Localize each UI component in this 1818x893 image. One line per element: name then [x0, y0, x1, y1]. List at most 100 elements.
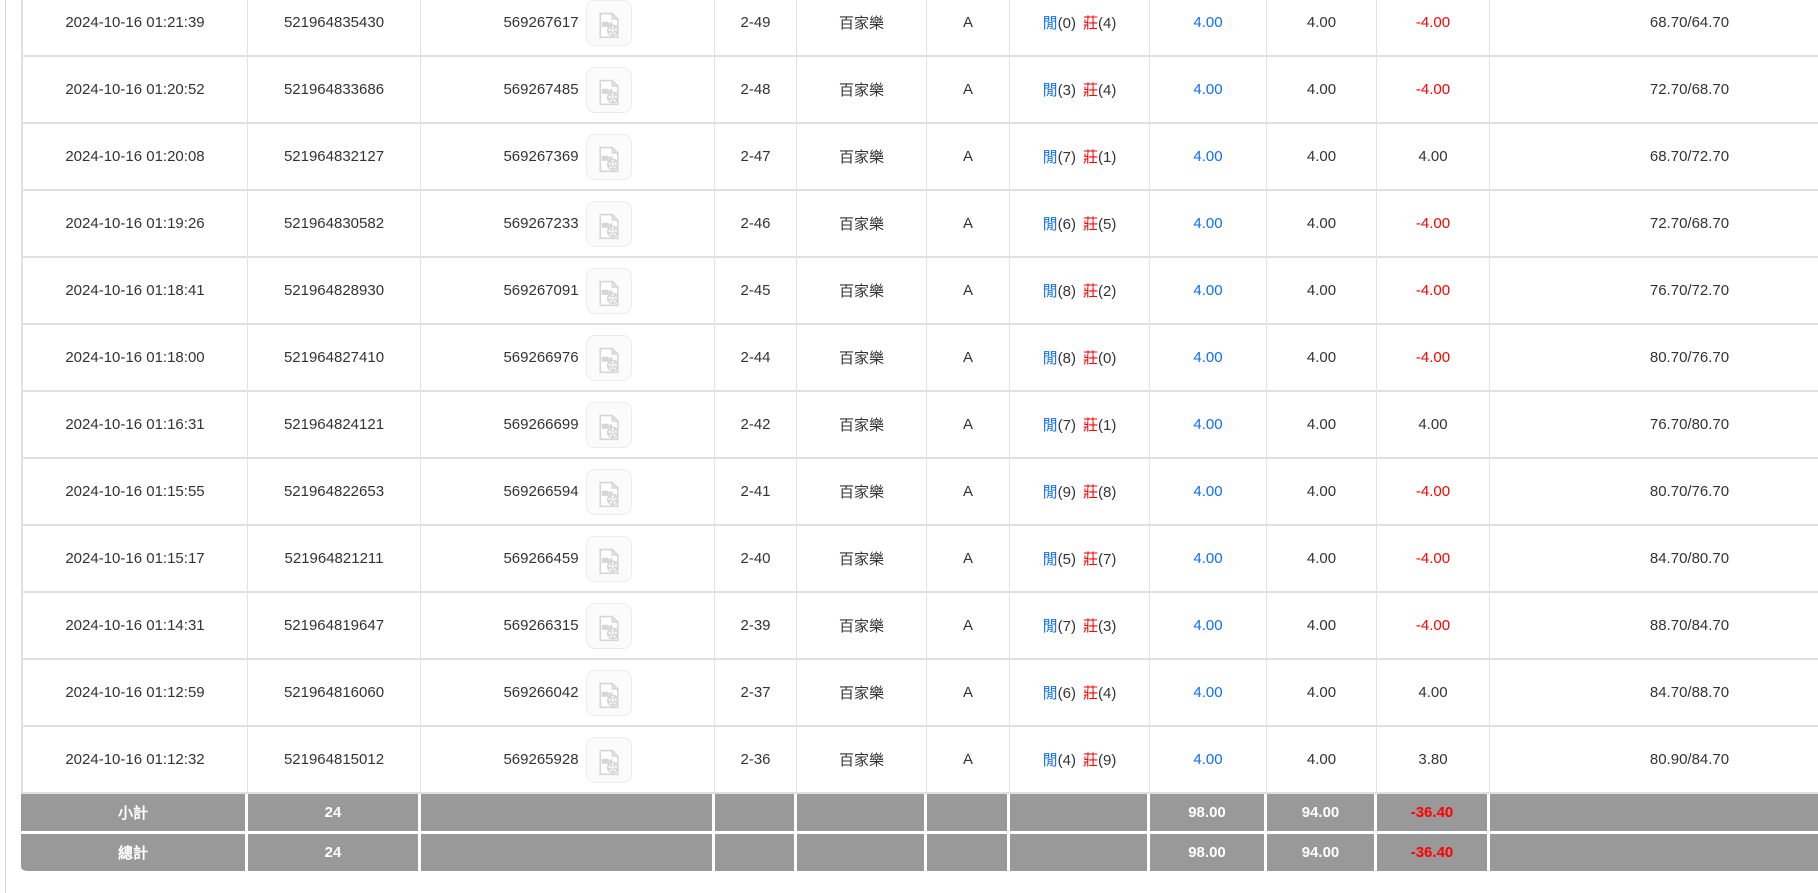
video-replay-button[interactable] [585, 468, 632, 515]
game-name-cell: 百家樂 [797, 392, 927, 459]
video-replay-button[interactable] [585, 535, 632, 582]
video-replay-button[interactable] [585, 0, 632, 46]
round-cell: 2-42 [715, 392, 797, 459]
bet-time-cell: 2024-10-16 01:16:31 [21, 392, 248, 459]
banker-label: 莊 [1083, 15, 1099, 32]
footer-empty-cell [421, 834, 715, 874]
game-id-cell: 569266459 [421, 526, 715, 593]
bet-id-cell: 521964822653 [248, 459, 421, 526]
balance-cell: 68.70/64.70 [1490, 0, 1818, 57]
profit-cell: -4.00 [1377, 593, 1490, 660]
footer-empty-cell [715, 794, 797, 834]
bet-time-cell: 2024-10-16 01:12:32 [21, 727, 248, 794]
total-label: 總計 [21, 834, 248, 874]
game-id: 569267369 [503, 148, 579, 165]
video-replay-icon [598, 279, 619, 307]
result-cell: 閒(7) 莊(1) [1010, 124, 1150, 191]
banker-label: 莊 [1083, 618, 1099, 635]
round-cell: 2-46 [715, 191, 797, 258]
profit-cell: 4.00 [1377, 660, 1490, 727]
video-replay-button[interactable] [585, 200, 632, 247]
bet-id-cell: 521964832127 [248, 124, 421, 191]
game-name-cell: 百家樂 [797, 124, 927, 191]
table-row: 2024-10-16 01:15:55 521964822653 5692665… [21, 459, 1818, 526]
bet-id-cell: 521964821211 [248, 526, 421, 593]
footer-empty-cell [797, 794, 927, 834]
profit-cell: 4.00 [1377, 124, 1490, 191]
player-label: 閒 [1042, 82, 1058, 99]
banker-label: 莊 [1083, 350, 1099, 367]
round-cell: 2-39 [715, 593, 797, 660]
footer-empty-cell [421, 794, 715, 834]
balance-cell: 88.70/84.70 [1490, 593, 1818, 660]
result-cell: 閒(4) 莊(9) [1010, 727, 1150, 794]
game-name-cell: 百家樂 [797, 459, 927, 526]
game-id-cell: 569266042 [421, 660, 715, 727]
game-id: 569266976 [503, 349, 579, 366]
player-score: (6) [1057, 685, 1076, 702]
banker-label: 莊 [1083, 82, 1099, 99]
balance-cell: 76.70/72.70 [1490, 258, 1818, 325]
balance-cell: 84.70/80.70 [1490, 526, 1818, 593]
player-label: 閒 [1042, 417, 1058, 434]
game-id-cell: 569267091 [421, 258, 715, 325]
game-name-cell: 百家樂 [797, 593, 927, 660]
banker-score: (5) [1098, 216, 1117, 233]
round-cell: 2-48 [715, 57, 797, 124]
valid-bet-cell: 4.00 [1267, 593, 1377, 660]
player-label: 閒 [1042, 484, 1058, 501]
player-label: 閒 [1042, 149, 1058, 166]
bet-amount-cell: 4.00 [1150, 660, 1267, 727]
game-name-cell: 百家樂 [797, 191, 927, 258]
valid-bet-cell: 4.00 [1267, 124, 1377, 191]
valid-bet-cell: 4.00 [1267, 526, 1377, 593]
table-code-cell: A [927, 57, 1010, 124]
round-cell: 2-44 [715, 325, 797, 392]
video-replay-button[interactable] [585, 669, 632, 716]
video-replay-button[interactable] [585, 267, 632, 314]
total-profit: -36.40 [1377, 834, 1490, 874]
video-replay-button[interactable] [585, 602, 632, 649]
table-code-cell: A [927, 0, 1010, 57]
table-row: 2024-10-16 01:19:26 521964830582 5692672… [21, 191, 1818, 258]
footer-empty-cell [1010, 794, 1150, 834]
table-row: 2024-10-16 01:16:31 521964824121 5692666… [21, 392, 1818, 459]
game-id: 569265928 [503, 751, 579, 768]
balance-cell: 72.70/68.70 [1490, 57, 1818, 124]
subtotal-count: 24 [248, 794, 421, 834]
table-code-cell: A [927, 258, 1010, 325]
player-label: 閒 [1042, 350, 1058, 367]
banker-label: 莊 [1083, 216, 1099, 233]
table-code-cell: A [927, 124, 1010, 191]
bet-history-footer: 小計 24 98.00 94.00 -36.40 總計 24 [21, 794, 1818, 874]
valid-bet-cell: 4.00 [1267, 392, 1377, 459]
total-bet: 98.00 [1150, 834, 1267, 874]
player-score: (8) [1057, 350, 1076, 367]
bet-amount-cell: 4.00 [1150, 459, 1267, 526]
valid-bet-cell: 4.00 [1267, 325, 1377, 392]
game-name-cell: 百家樂 [797, 325, 927, 392]
profit-cell: -4.00 [1377, 0, 1490, 57]
game-id: 569266315 [503, 617, 579, 634]
video-replay-button[interactable] [585, 133, 632, 180]
bet-amount-cell: 4.00 [1150, 727, 1267, 794]
bet-amount-cell: 4.00 [1150, 593, 1267, 660]
video-replay-button[interactable] [585, 401, 632, 448]
bet-id-cell: 521964815012 [248, 727, 421, 794]
game-name-cell: 百家樂 [797, 57, 927, 124]
total-valid-bet: 94.00 [1267, 834, 1377, 874]
bet-time-cell: 2024-10-16 01:19:26 [21, 191, 248, 258]
game-name-cell: 百家樂 [797, 727, 927, 794]
player-score: (9) [1057, 484, 1076, 501]
balance-cell: 80.70/76.70 [1490, 325, 1818, 392]
video-replay-button[interactable] [585, 736, 632, 783]
video-replay-button[interactable] [585, 66, 632, 113]
subtotal-profit: -36.40 [1377, 794, 1490, 834]
banker-label: 莊 [1083, 149, 1099, 166]
profit-cell: -4.00 [1377, 459, 1490, 526]
footer-empty-cell [715, 834, 797, 874]
player-label: 閒 [1042, 551, 1058, 568]
video-replay-button[interactable] [585, 334, 632, 381]
balance-cell: 80.90/84.70 [1490, 727, 1818, 794]
